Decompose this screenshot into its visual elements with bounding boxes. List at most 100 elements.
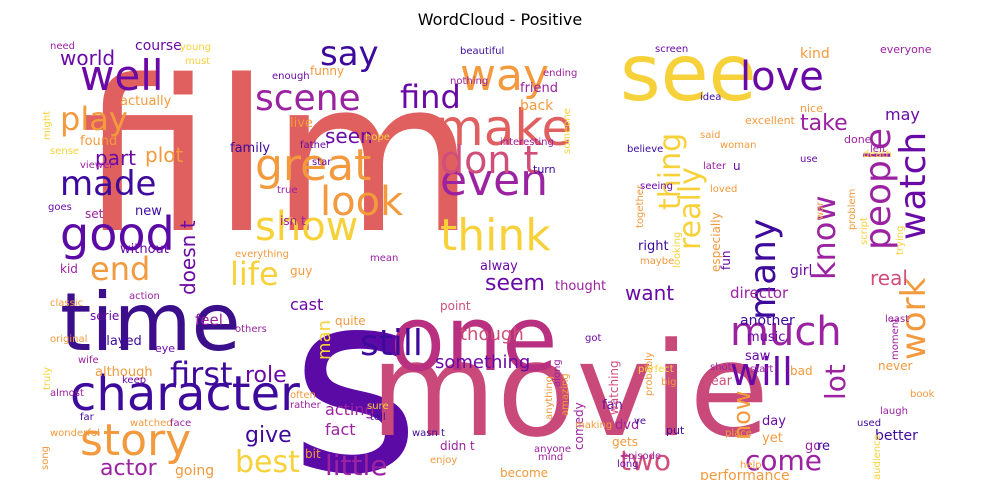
cloud-word: now — [728, 390, 756, 440]
cloud-word: feel — [195, 311, 223, 329]
cloud-word: rather — [290, 400, 322, 411]
cloud-word: live — [290, 116, 313, 131]
cloud-word: fan — [602, 398, 623, 413]
cloud-word: others — [235, 324, 267, 335]
cloud-word: played — [98, 334, 142, 349]
cloud-word: everything — [235, 249, 289, 260]
cloud-word: thing — [653, 133, 688, 210]
cloud-word: said — [700, 130, 720, 141]
cloud-word: become — [500, 466, 548, 480]
cloud-word: idea — [700, 92, 721, 103]
cloud-word: classic — [50, 298, 83, 309]
cloud-word: far — [80, 412, 95, 423]
cloud-word: moment — [890, 318, 901, 360]
cloud-word: without — [120, 242, 169, 257]
cloud-word: one — [390, 287, 557, 392]
cloud-word: face — [170, 418, 191, 429]
cloud-word: place — [725, 428, 752, 439]
cloud-word: say — [320, 40, 379, 74]
cloud-word: cast — [290, 295, 323, 314]
cloud-word: fact — [325, 420, 356, 439]
cloud-word: end — [90, 250, 150, 288]
cloud-word: better — [875, 428, 918, 444]
cloud-word: seen — [325, 124, 373, 148]
cloud-word: audience — [872, 434, 883, 480]
cloud-word: actor — [100, 456, 158, 480]
cloud-word: seem — [485, 271, 545, 296]
cloud-word: play — [60, 100, 128, 138]
cloud-word: along — [552, 359, 563, 387]
cloud-word: watched — [130, 418, 173, 429]
cloud-word: big — [661, 377, 676, 388]
cloud-word: watch — [893, 132, 934, 240]
cloud-word: performance — [700, 468, 790, 480]
cloud-word: least — [885, 314, 909, 325]
cloud-word: trying — [895, 226, 906, 255]
cloud-word: nothing — [450, 76, 488, 87]
cloud-word: left — [870, 144, 886, 155]
cloud-word: hope — [365, 132, 390, 143]
cloud-word: beautiful — [460, 46, 504, 57]
cloud-word: although — [95, 365, 153, 380]
cloud-word: ve — [634, 416, 646, 427]
cloud-word: laugh — [880, 406, 908, 417]
cloud-word: think — [440, 210, 551, 261]
cloud-word: gets — [612, 435, 638, 449]
cloud-word: little — [325, 449, 388, 480]
cloud-word: sense — [50, 146, 79, 157]
cloud-word: put — [666, 424, 685, 437]
cloud-word: something — [435, 352, 530, 373]
cloud-word: well — [80, 51, 164, 100]
cloud-word: serie — [90, 309, 119, 323]
cloud-word: first — [170, 355, 233, 393]
cloud-word: action — [129, 291, 160, 302]
cloud-word: making — [575, 420, 612, 431]
word-cloud: film s movie one time see character story good we… — [40, 40, 960, 480]
cloud-word: acting — [325, 400, 375, 419]
cloud-word: got — [585, 333, 601, 344]
cloud-word: many — [743, 219, 784, 320]
cloud-word: best — [235, 445, 300, 480]
cloud-word: amazing — [560, 373, 571, 416]
cloud-word: come — [745, 444, 822, 477]
cloud-word: anyone — [534, 444, 571, 455]
cloud-word: point — [440, 299, 471, 313]
cloud-word: make — [435, 99, 572, 157]
cloud-word: course — [135, 40, 182, 54]
cloud-word: girl — [790, 263, 812, 279]
cloud-word: wonderful — [50, 428, 100, 439]
cloud-word: enough — [272, 71, 310, 82]
cloud-word: perfect — [638, 364, 674, 375]
cloud-word: music — [747, 330, 785, 345]
cloud-word: might — [42, 111, 53, 140]
cloud-word: still — [360, 323, 423, 364]
cloud-word: death — [863, 149, 892, 160]
cloud-word: true — [277, 185, 298, 196]
cloud-word: take — [800, 111, 848, 136]
cloud-word: give — [245, 423, 292, 448]
cloud-word: script — [859, 217, 870, 245]
cloud-word: great — [255, 140, 371, 191]
cloud-word: use — [800, 154, 818, 165]
cloud-word: watching — [607, 360, 621, 415]
cloud-word: screen — [655, 44, 688, 55]
cloud-word: go — [805, 439, 821, 454]
cloud-word: new — [135, 204, 162, 219]
cloud-word: mind — [538, 452, 563, 463]
cloud-word: didn t — [440, 439, 475, 453]
cloud-word: long — [617, 459, 639, 470]
cloud-word: father — [300, 140, 331, 151]
cloud-word: woman — [720, 140, 757, 151]
cloud-word: family — [230, 141, 270, 156]
cloud-word: start — [750, 364, 773, 375]
cloud-word: find — [400, 78, 461, 116]
cloud-word: year — [703, 374, 733, 389]
cloud-word: star — [312, 157, 332, 168]
cloud-word: life — [230, 255, 279, 293]
cloud-word: original — [50, 334, 87, 345]
cloud-word: help — [740, 460, 762, 471]
cloud-word: nice — [800, 102, 823, 115]
cloud-word: way — [460, 50, 549, 101]
cloud-word: right — [638, 239, 669, 254]
